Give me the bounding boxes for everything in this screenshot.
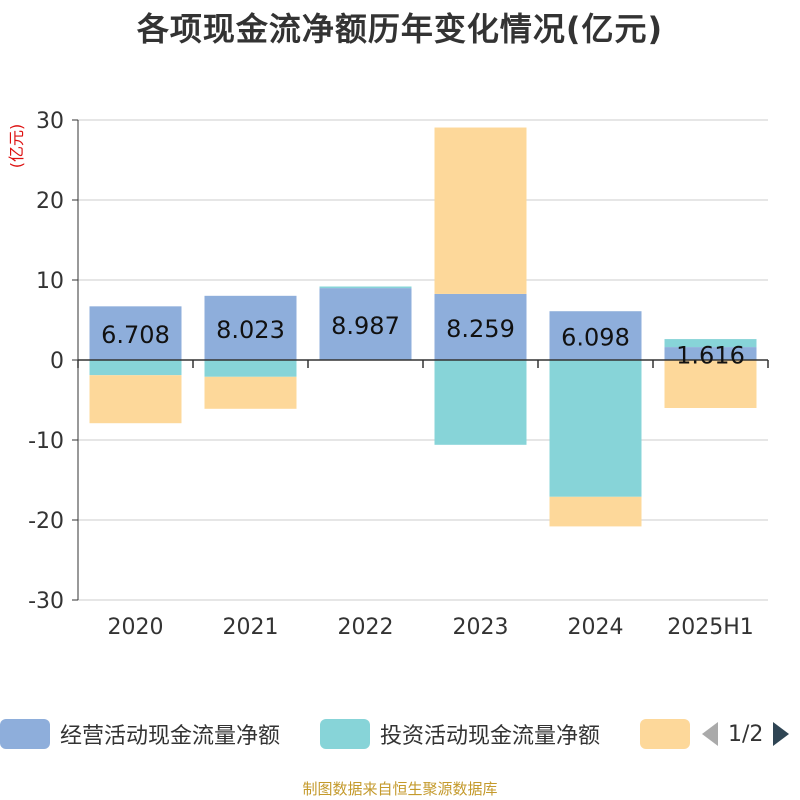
legend-label-investing: 投资活动现金流量净额 (380, 724, 601, 749)
pager-text: 1/2 (728, 721, 764, 747)
y-tick-label: 10 (36, 269, 64, 294)
bar-1-2024 (549, 360, 642, 497)
data-label: 8.987 (331, 312, 400, 340)
bar-0-2022 (319, 288, 412, 360)
legend-swatch-operating (0, 719, 50, 749)
y-tick-label: 0 (50, 349, 64, 374)
legend-item-financing[interactable] (640, 716, 690, 752)
bar-1-2021 (204, 360, 297, 377)
bar-2-2021 (204, 376, 297, 409)
x-tick-label: 2020 (108, 615, 164, 640)
legend-label-operating: 经营活动现金流量净额 (60, 724, 281, 749)
pager-next-icon[interactable] (771, 720, 791, 748)
bar-2-2024 (549, 496, 642, 527)
y-tick-label: -10 (28, 429, 64, 454)
bar-0-2024 (549, 311, 642, 360)
bar-0-2025H1 (664, 347, 757, 360)
bar-0-2020 (89, 306, 182, 360)
y-tick-label: -20 (28, 509, 64, 534)
data-label: 1.616 (676, 342, 745, 370)
chart-area: 30 20 10 0 -10 -20 -30 (亿元) 6.708 8.023 8.987 8.259… (7, 109, 769, 640)
bar-1-2023 (434, 360, 527, 445)
x-tick-label: 2021 (223, 615, 279, 640)
bar-2-2025H1 (664, 360, 757, 408)
bar-0-2021 (204, 295, 297, 360)
bar-0-2023 (434, 293, 527, 360)
bar-1-2022 (319, 286, 412, 289)
legend-swatch-investing (320, 719, 370, 749)
pager-prev-icon[interactable] (700, 720, 720, 748)
bar-2-2023 (434, 127, 527, 294)
x-tick-label: 2022 (338, 615, 394, 640)
y-tick-label: 20 (36, 189, 64, 214)
x-tick-label: 2025H1 (667, 615, 754, 640)
data-label: 8.023 (216, 316, 285, 344)
data-label: 6.098 (561, 324, 630, 352)
bar-1-2020 (89, 360, 182, 376)
x-tick-label: 2024 (568, 615, 624, 640)
legend: 经营活动现金流量净额 投资活动现金流量净额 1/2 (0, 716, 800, 752)
chart-title: 各项现金流净额历年变化情况(亿元) (136, 10, 664, 48)
data-label: 6.708 (101, 321, 170, 349)
data-label: 8.259 (446, 315, 515, 343)
bar-2-2020 (89, 375, 182, 424)
y-tick-label: -30 (28, 589, 64, 614)
legend-item-operating[interactable]: 经营活动现金流量净额 (0, 716, 280, 752)
x-tick-label: 2023 (453, 615, 509, 640)
legend-swatch-financing (640, 719, 690, 749)
y-axis-label: (亿元) (7, 124, 26, 169)
legend-pager: 1/2 (700, 716, 791, 752)
legend-item-investing[interactable]: 投资活动现金流量净额 (320, 716, 600, 752)
chart-svg: 30 20 10 0 -10 -20 -30 (亿元) 6.708 8.023 8.987 8.259… (7, 109, 769, 640)
y-tick-label: 30 (36, 109, 64, 134)
source-note: 制图数据来自恒生聚源数据库 (302, 780, 498, 798)
bar-1-2025H1 (664, 339, 757, 348)
